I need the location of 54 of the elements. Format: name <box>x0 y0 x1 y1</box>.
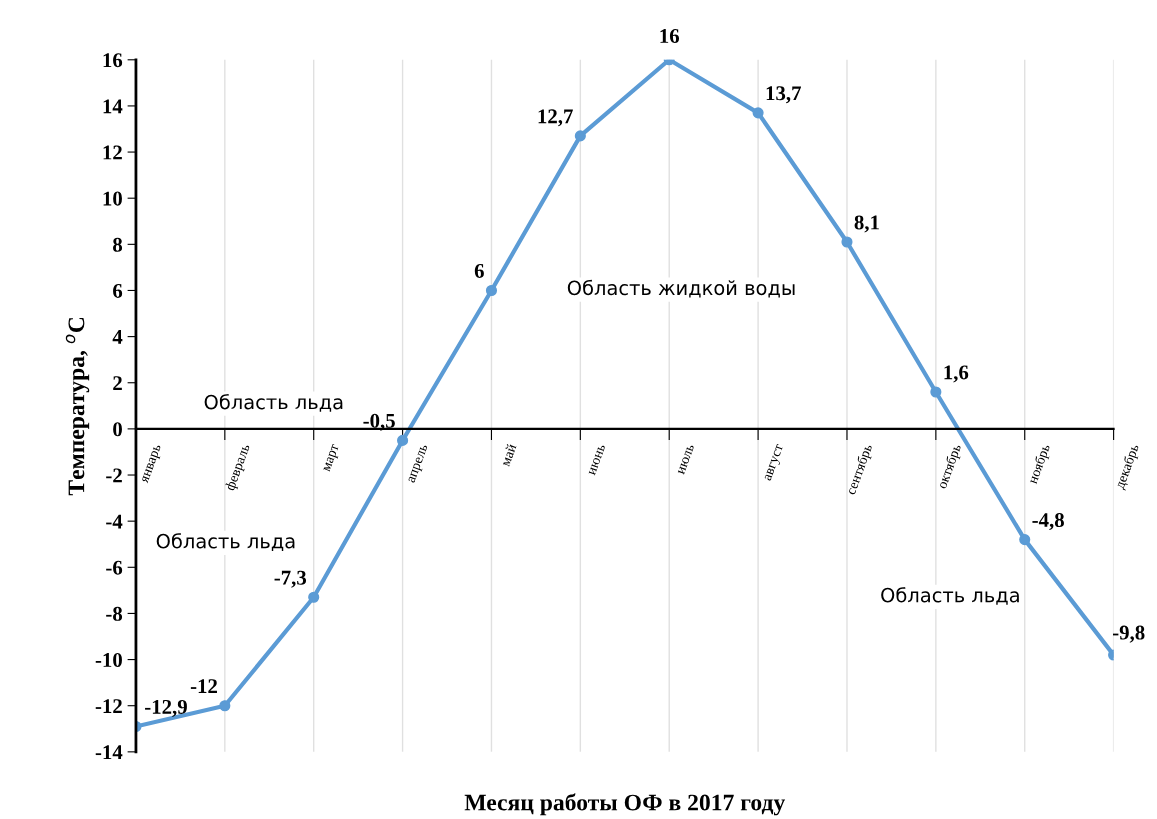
x-tick-label: май <box>500 443 517 467</box>
x-tick-label: сентябрь <box>845 443 875 497</box>
y-tick-label: -14 <box>95 745 123 760</box>
y-tick-label: 8 <box>113 237 123 252</box>
annotation: Область льда <box>204 394 343 412</box>
y-tick-label: 14 <box>103 99 123 114</box>
data-label: 16 <box>660 29 680 44</box>
y-tick-label: -6 <box>106 560 123 575</box>
x-tick-label: август <box>764 444 786 482</box>
y-tick-label: 0 <box>113 422 122 437</box>
point <box>397 434 409 446</box>
data-label: -12 <box>190 679 217 693</box>
x-tick-label: ноябрь <box>1026 443 1053 486</box>
point <box>930 386 942 398</box>
y-axis-title: Температура, $^{o}$C <box>65 317 90 496</box>
data-label: -4,8 <box>1032 512 1064 531</box>
x-tick-label: октябрь <box>936 443 964 491</box>
x-tick-label: январь <box>141 444 164 485</box>
point <box>219 700 231 712</box>
y-tick-label: -8 <box>106 606 123 621</box>
data-label: 13,7 <box>766 86 801 104</box>
data-label: -0,5 <box>363 413 395 431</box>
x-tick-label: июль <box>677 444 695 475</box>
annotation: Область льда <box>156 533 295 551</box>
annotation: Область жидкой воды <box>567 279 795 298</box>
data-label: 12,7 <box>538 109 573 127</box>
data-label: -9,8 <box>1112 625 1145 643</box>
data-label: -7,3 <box>274 570 307 588</box>
x-tick-label: декабрь <box>1113 443 1142 491</box>
y-tick-label: 6 <box>113 283 123 298</box>
x-tick-label: март <box>323 444 342 473</box>
x-axis-title: Месяц работы ОФ в 2017 году <box>464 793 786 816</box>
data-label: 8,1 <box>854 215 879 233</box>
y-tick-label: -12 <box>95 699 122 713</box>
x-tick-label: июнь <box>588 444 606 476</box>
point <box>574 130 586 142</box>
data-label: 1,6 <box>944 365 969 383</box>
y-tick-label: -4 <box>106 514 123 529</box>
y-tick-label: 4 <box>112 330 123 344</box>
data-label: 6 <box>474 263 484 278</box>
data-label: -12,9 <box>145 699 187 717</box>
y-tick-label: 10 <box>103 191 122 206</box>
point <box>308 591 320 603</box>
annotation: Область льда <box>881 587 1019 605</box>
x-tick-label: апрель <box>408 444 431 484</box>
y-tick-label: -10 <box>95 652 122 667</box>
point <box>485 284 498 297</box>
point <box>841 236 853 248</box>
y-tick-label: -2 <box>106 468 122 483</box>
point <box>752 107 764 119</box>
y-tick-label: 2 <box>113 376 122 390</box>
point <box>1019 534 1031 546</box>
y-tick-label: 12 <box>103 145 122 160</box>
y-tick-label: 16 <box>103 53 123 68</box>
